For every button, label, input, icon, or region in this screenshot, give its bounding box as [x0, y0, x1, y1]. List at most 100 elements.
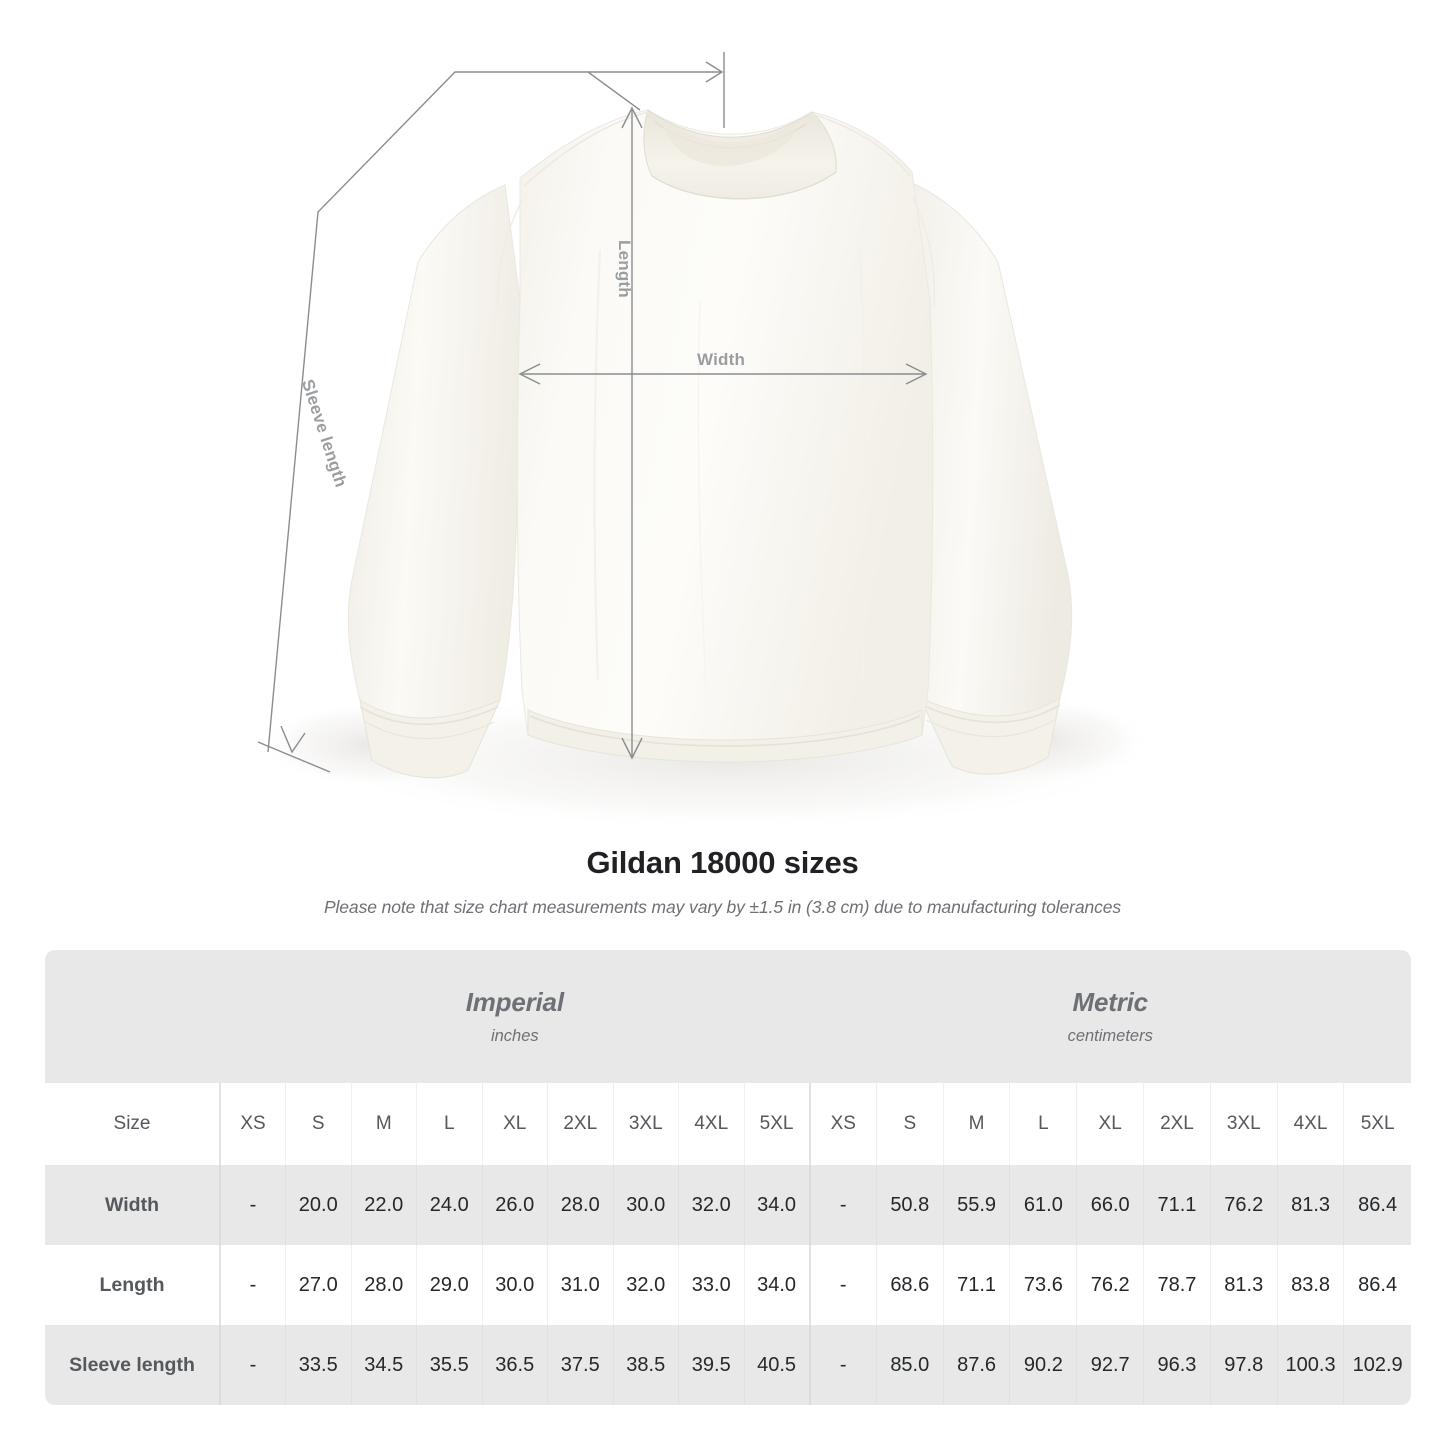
garment-illustration	[257, 52, 1150, 830]
header-imperial-2xl: 2XL	[547, 1083, 613, 1165]
table-row-width: Width - 20.0 22.0 24.0 26.0 28.0 30.0 32…	[45, 1165, 1411, 1245]
sleeve-imperial-xs: -	[219, 1325, 286, 1405]
length-imperial-2xl: 31.0	[547, 1245, 613, 1325]
table-row-length: Length - 27.0 28.0 29.0 30.0 31.0 32.0 3…	[45, 1245, 1411, 1325]
size-table: Imperial inches Metric centimeters Size …	[45, 950, 1411, 1405]
chart-heading: Gildan 18000 sizes Please note that size…	[0, 845, 1445, 918]
width-imperial-xs: -	[219, 1165, 286, 1245]
length-metric-2xl: 78.7	[1143, 1245, 1211, 1325]
width-metric-xl: 66.0	[1076, 1165, 1144, 1245]
width-metric-m: 55.9	[942, 1165, 1010, 1245]
width-metric-l: 61.0	[1009, 1165, 1077, 1245]
width-arrowhead-right	[905, 363, 928, 385]
header-imperial-3xl: 3XL	[612, 1083, 679, 1165]
table-row-sleeve-length: Sleeve length - 33.5 34.5 35.5 36.5 37.5…	[45, 1325, 1411, 1405]
unit-banner-metric: Metric centimeters	[809, 950, 1411, 1083]
width-label: Width	[697, 350, 746, 369]
left-sleeve	[347, 184, 521, 779]
sleeve-metric-5xl: 102.9	[1343, 1325, 1411, 1405]
sleeve-metric-m: 87.6	[942, 1325, 1010, 1405]
sleeve-end-tick	[257, 741, 331, 773]
garment-diagram: Length Width Sleeve length	[257, 52, 1150, 830]
width-imperial-5xl: 34.0	[743, 1165, 810, 1245]
length-imperial-3xl: 32.0	[612, 1245, 679, 1325]
sleeve-metric-3xl: 97.8	[1209, 1325, 1278, 1405]
width-metric-s: 50.8	[875, 1165, 944, 1245]
chart-title: Gildan 18000 sizes	[586, 845, 859, 880]
width-metric-4xl: 81.3	[1276, 1165, 1344, 1245]
length-metric-l: 73.6	[1009, 1245, 1077, 1325]
header-metric-3xl: 3XL	[1209, 1083, 1278, 1165]
length-metric-xl: 76.2	[1076, 1245, 1144, 1325]
sleeve-metric-2xl: 96.3	[1143, 1325, 1211, 1405]
unit-sub-imperial: inches	[490, 1027, 539, 1045]
sleeve-metric-xs: -	[808, 1325, 877, 1405]
sleeve-imperial-m: 34.5	[350, 1325, 417, 1405]
sleeve-metric-s: 85.0	[875, 1325, 944, 1405]
header-metric-m: M	[942, 1083, 1010, 1165]
header-imperial-5xl: 5XL	[743, 1083, 810, 1165]
unit-banner-row: Imperial inches Metric centimeters	[45, 950, 1411, 1083]
chart-note: Please note that size chart measurements…	[323, 897, 1122, 917]
sleeve-imperial-xl: 36.5	[481, 1325, 548, 1405]
width-imperial-l: 24.0	[416, 1165, 482, 1245]
length-metric-s: 68.6	[875, 1245, 944, 1325]
length-imperial-m: 28.0	[350, 1245, 417, 1325]
width-imperial-3xl: 30.0	[612, 1165, 679, 1245]
sleeve-imperial-5xl: 40.5	[743, 1325, 810, 1405]
sleeve-imperial-4xl: 39.5	[678, 1325, 744, 1405]
sleeve-length-leader	[267, 71, 641, 753]
length-metric-3xl: 81.3	[1209, 1245, 1278, 1325]
shoulder-arrowhead	[705, 61, 724, 83]
length-label: Length	[615, 240, 634, 298]
length-arrowhead-top	[621, 106, 643, 129]
header-imperial-m: M	[350, 1083, 417, 1165]
sleeve-metric-l: 90.2	[1009, 1325, 1077, 1405]
measurement-lines	[257, 52, 928, 773]
length-metric-xs: -	[808, 1245, 877, 1325]
garment-body	[516, 109, 934, 761]
sleeve-metric-4xl: 100.3	[1276, 1325, 1344, 1405]
width-metric-2xl: 71.1	[1143, 1165, 1211, 1245]
header-imperial-xs: XS	[219, 1083, 286, 1165]
sleeve-imperial-3xl: 38.5	[612, 1325, 679, 1405]
header-metric-4xl: 4XL	[1276, 1083, 1344, 1165]
unit-banner-spacer	[45, 950, 220, 1083]
header-size-label: Size	[45, 1083, 220, 1165]
sleeve-arrowhead	[280, 725, 306, 754]
length-metric-4xl: 83.8	[1276, 1245, 1344, 1325]
header-imperial-l: L	[416, 1083, 482, 1165]
width-metric-3xl: 76.2	[1209, 1165, 1278, 1245]
unit-name-imperial: Imperial	[465, 987, 564, 1017]
row-label-length: Length	[45, 1245, 220, 1325]
length-arrowhead-bottom	[621, 737, 643, 760]
row-label-sleeve-length: Sleeve length	[45, 1325, 220, 1405]
sleeve-imperial-s: 33.5	[285, 1325, 351, 1405]
unit-banner-imperial: Imperial inches	[220, 950, 810, 1083]
length-metric-5xl: 86.4	[1343, 1245, 1411, 1325]
header-metric-xs: XS	[808, 1083, 877, 1165]
size-table-wrap: Imperial inches Metric centimeters Size …	[45, 950, 1411, 1405]
header-imperial-4xl: 4XL	[678, 1083, 744, 1165]
length-metric-m: 71.1	[942, 1245, 1010, 1325]
width-metric-5xl: 86.4	[1343, 1165, 1411, 1245]
header-imperial-xl: XL	[481, 1083, 548, 1165]
unit-sub-metric: centimeters	[1067, 1027, 1153, 1045]
width-imperial-xl: 26.0	[481, 1165, 548, 1245]
sleeve-imperial-l: 35.5	[416, 1325, 482, 1405]
width-imperial-4xl: 32.0	[678, 1165, 744, 1245]
sleeve-metric-xl: 92.7	[1076, 1325, 1144, 1405]
header-metric-s: S	[875, 1083, 944, 1165]
row-label-width: Width	[45, 1165, 220, 1245]
header-metric-5xl: 5XL	[1343, 1083, 1411, 1165]
length-imperial-xs: -	[219, 1245, 286, 1325]
length-imperial-l: 29.0	[416, 1245, 482, 1325]
length-imperial-s: 27.0	[285, 1245, 351, 1325]
width-imperial-2xl: 28.0	[547, 1165, 613, 1245]
unit-name-metric: Metric	[1072, 987, 1149, 1017]
width-imperial-m: 22.0	[350, 1165, 417, 1245]
length-imperial-5xl: 34.0	[743, 1245, 810, 1325]
length-imperial-xl: 30.0	[481, 1245, 548, 1325]
size-header-row: Size XS S M L XL 2XL 3XL 4XL 5XL XS S M …	[45, 1083, 1411, 1165]
